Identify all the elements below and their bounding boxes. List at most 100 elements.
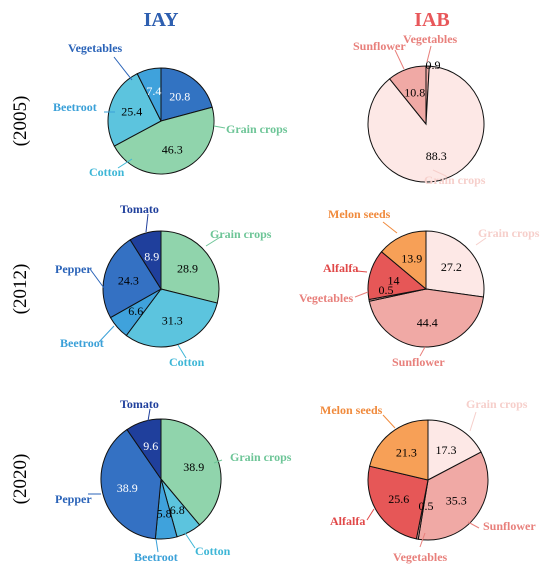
value-label: 0.5 bbox=[379, 283, 394, 297]
value-label: 24.3 bbox=[118, 274, 139, 288]
leader-line bbox=[419, 346, 426, 357]
value-label: 21.3 bbox=[396, 446, 417, 460]
category-label-cotton: Cotton bbox=[169, 355, 205, 369]
category-label-grain-crops: Grain crops bbox=[466, 397, 528, 411]
category-label-sunflower: Sunflower bbox=[353, 39, 406, 53]
pie-iay-2012: 28.9 31.3 6.6 24.3 8.9 Grain crops Cotton Beetr… bbox=[55, 202, 272, 369]
pie-slice-sunflower bbox=[388, 65, 427, 126]
value-label: 38.9 bbox=[117, 481, 138, 495]
category-label-sunflower: Sunflower bbox=[483, 519, 536, 533]
pie-slice-grain-crops bbox=[113, 106, 215, 175]
value-label: 6.8 bbox=[170, 503, 185, 517]
category-label-vegetables: Vegetables bbox=[393, 550, 448, 564]
value-label: 25.6 bbox=[388, 492, 409, 506]
category-label-cotton: Cotton bbox=[195, 544, 231, 558]
value-label: 27.2 bbox=[441, 260, 462, 274]
value-label: 20.8 bbox=[169, 90, 190, 104]
category-label-alfalfa: Alfalfa bbox=[330, 514, 365, 528]
column-header-iab: IAB bbox=[414, 9, 450, 31]
pie-slice-tomato bbox=[129, 230, 162, 291]
category-label-beetroot: Beetroot bbox=[60, 336, 104, 350]
leader-line bbox=[155, 538, 159, 553]
leader-line bbox=[177, 344, 187, 359]
category-label-grain-crops: Grain crops bbox=[478, 226, 540, 240]
leader-line bbox=[366, 508, 375, 521]
leader-line bbox=[469, 411, 477, 432]
leader-line bbox=[356, 270, 368, 273]
leader-line bbox=[145, 213, 149, 233]
pie-iay-2005: 20.8 46.3 25.4 7.4 Vegetables Grain crops Cott… bbox=[53, 41, 288, 179]
leader-line bbox=[426, 45, 432, 63]
category-label-sunflower: Sunflower bbox=[392, 355, 445, 369]
value-label: 25.4 bbox=[121, 105, 142, 119]
value-label: 0.9 bbox=[426, 58, 441, 72]
value-label: 46.3 bbox=[162, 143, 183, 157]
pie-iab-2005: 0.9 88.3 10.8 Vegetables Grain crops Sunflowe… bbox=[353, 32, 486, 187]
category-label-grain-crops: Grain crops bbox=[226, 122, 288, 136]
leader-line bbox=[382, 221, 398, 234]
category-label-alfalfa: Alfalfa bbox=[323, 261, 358, 275]
pie-slice-melon-seeds bbox=[369, 419, 429, 481]
row-header-2020: (2020) bbox=[10, 454, 31, 505]
pie-slice-cotton bbox=[107, 72, 162, 147]
category-label-cotton: Cotton bbox=[89, 165, 125, 179]
pie-slice-melon-seeds bbox=[380, 230, 427, 291]
pie-slice-beetroot bbox=[136, 67, 162, 122]
value-label: 17.3 bbox=[436, 443, 457, 457]
category-label-grain-crops: Grain crops bbox=[424, 173, 486, 187]
pie-slice-tomato bbox=[126, 418, 162, 481]
category-label-vegetables: Vegetables bbox=[68, 41, 123, 55]
category-label-vegetables: Vegetables bbox=[403, 32, 458, 46]
category-label-tomato: Tomato bbox=[120, 202, 159, 216]
category-label-vegetables: Vegetables bbox=[299, 291, 354, 305]
leader-line bbox=[382, 414, 396, 429]
value-label: 8.9 bbox=[144, 250, 159, 264]
leader-line bbox=[205, 235, 223, 247]
category-label-melon-seeds: Melon seeds bbox=[328, 207, 391, 221]
leader-line bbox=[394, 49, 405, 70]
leader-line bbox=[419, 532, 426, 548]
value-label: 5.8 bbox=[157, 507, 172, 521]
pie-slice-pepper bbox=[100, 428, 162, 540]
row-header-2012: (2012) bbox=[10, 264, 31, 315]
pie-slice-alfalfa bbox=[367, 465, 429, 540]
leader-line bbox=[213, 459, 223, 464]
pie-slice-sunflower bbox=[417, 451, 489, 541]
value-label: 7.4 bbox=[146, 84, 161, 98]
leader-line bbox=[147, 408, 151, 422]
value-label: 31.3 bbox=[162, 314, 183, 328]
pie-slice-sunflower bbox=[368, 288, 485, 348]
category-label-pepper: Pepper bbox=[55, 492, 92, 506]
pie-slice-grain-crops bbox=[160, 230, 220, 304]
leader-line bbox=[184, 532, 196, 549]
leader-line bbox=[475, 237, 487, 246]
value-label: 9.6 bbox=[143, 439, 158, 453]
value-label: 13.9 bbox=[401, 252, 422, 266]
value-label: 28.9 bbox=[177, 261, 198, 275]
category-label-melon-seeds: Melon seeds bbox=[320, 403, 383, 417]
pie-slice-grain-crops bbox=[427, 419, 482, 481]
value-label: 10.8 bbox=[404, 85, 425, 99]
pie-slice-grain-crops bbox=[160, 418, 222, 526]
pie-slice-grain-crops bbox=[425, 230, 485, 298]
pie-slice-vegetables bbox=[160, 67, 213, 122]
leader-line bbox=[98, 325, 115, 343]
row-header-2005: (2005) bbox=[10, 96, 31, 147]
category-label-pepper: Pepper bbox=[55, 262, 92, 276]
value-label: 38.9 bbox=[183, 460, 204, 474]
leader-line bbox=[113, 56, 133, 81]
category-label-tomato: Tomato bbox=[120, 397, 159, 411]
pie-iab-2020: 17.3 35.3 0.5 25.6 21.3 Grain crops Sunflower V… bbox=[320, 397, 536, 564]
leader-line bbox=[432, 169, 447, 177]
value-label: 88.3 bbox=[426, 149, 447, 163]
column-header-iay: IAY bbox=[144, 9, 179, 31]
value-label: 6.6 bbox=[128, 304, 143, 318]
leader-line bbox=[117, 158, 133, 169]
value-label: 44.4 bbox=[417, 316, 438, 330]
category-label-grain-crops: Grain crops bbox=[210, 227, 272, 241]
leader-line bbox=[354, 291, 369, 298]
pie-slice-cotton bbox=[125, 288, 218, 348]
category-label-grain-crops: Grain crops bbox=[230, 450, 292, 464]
